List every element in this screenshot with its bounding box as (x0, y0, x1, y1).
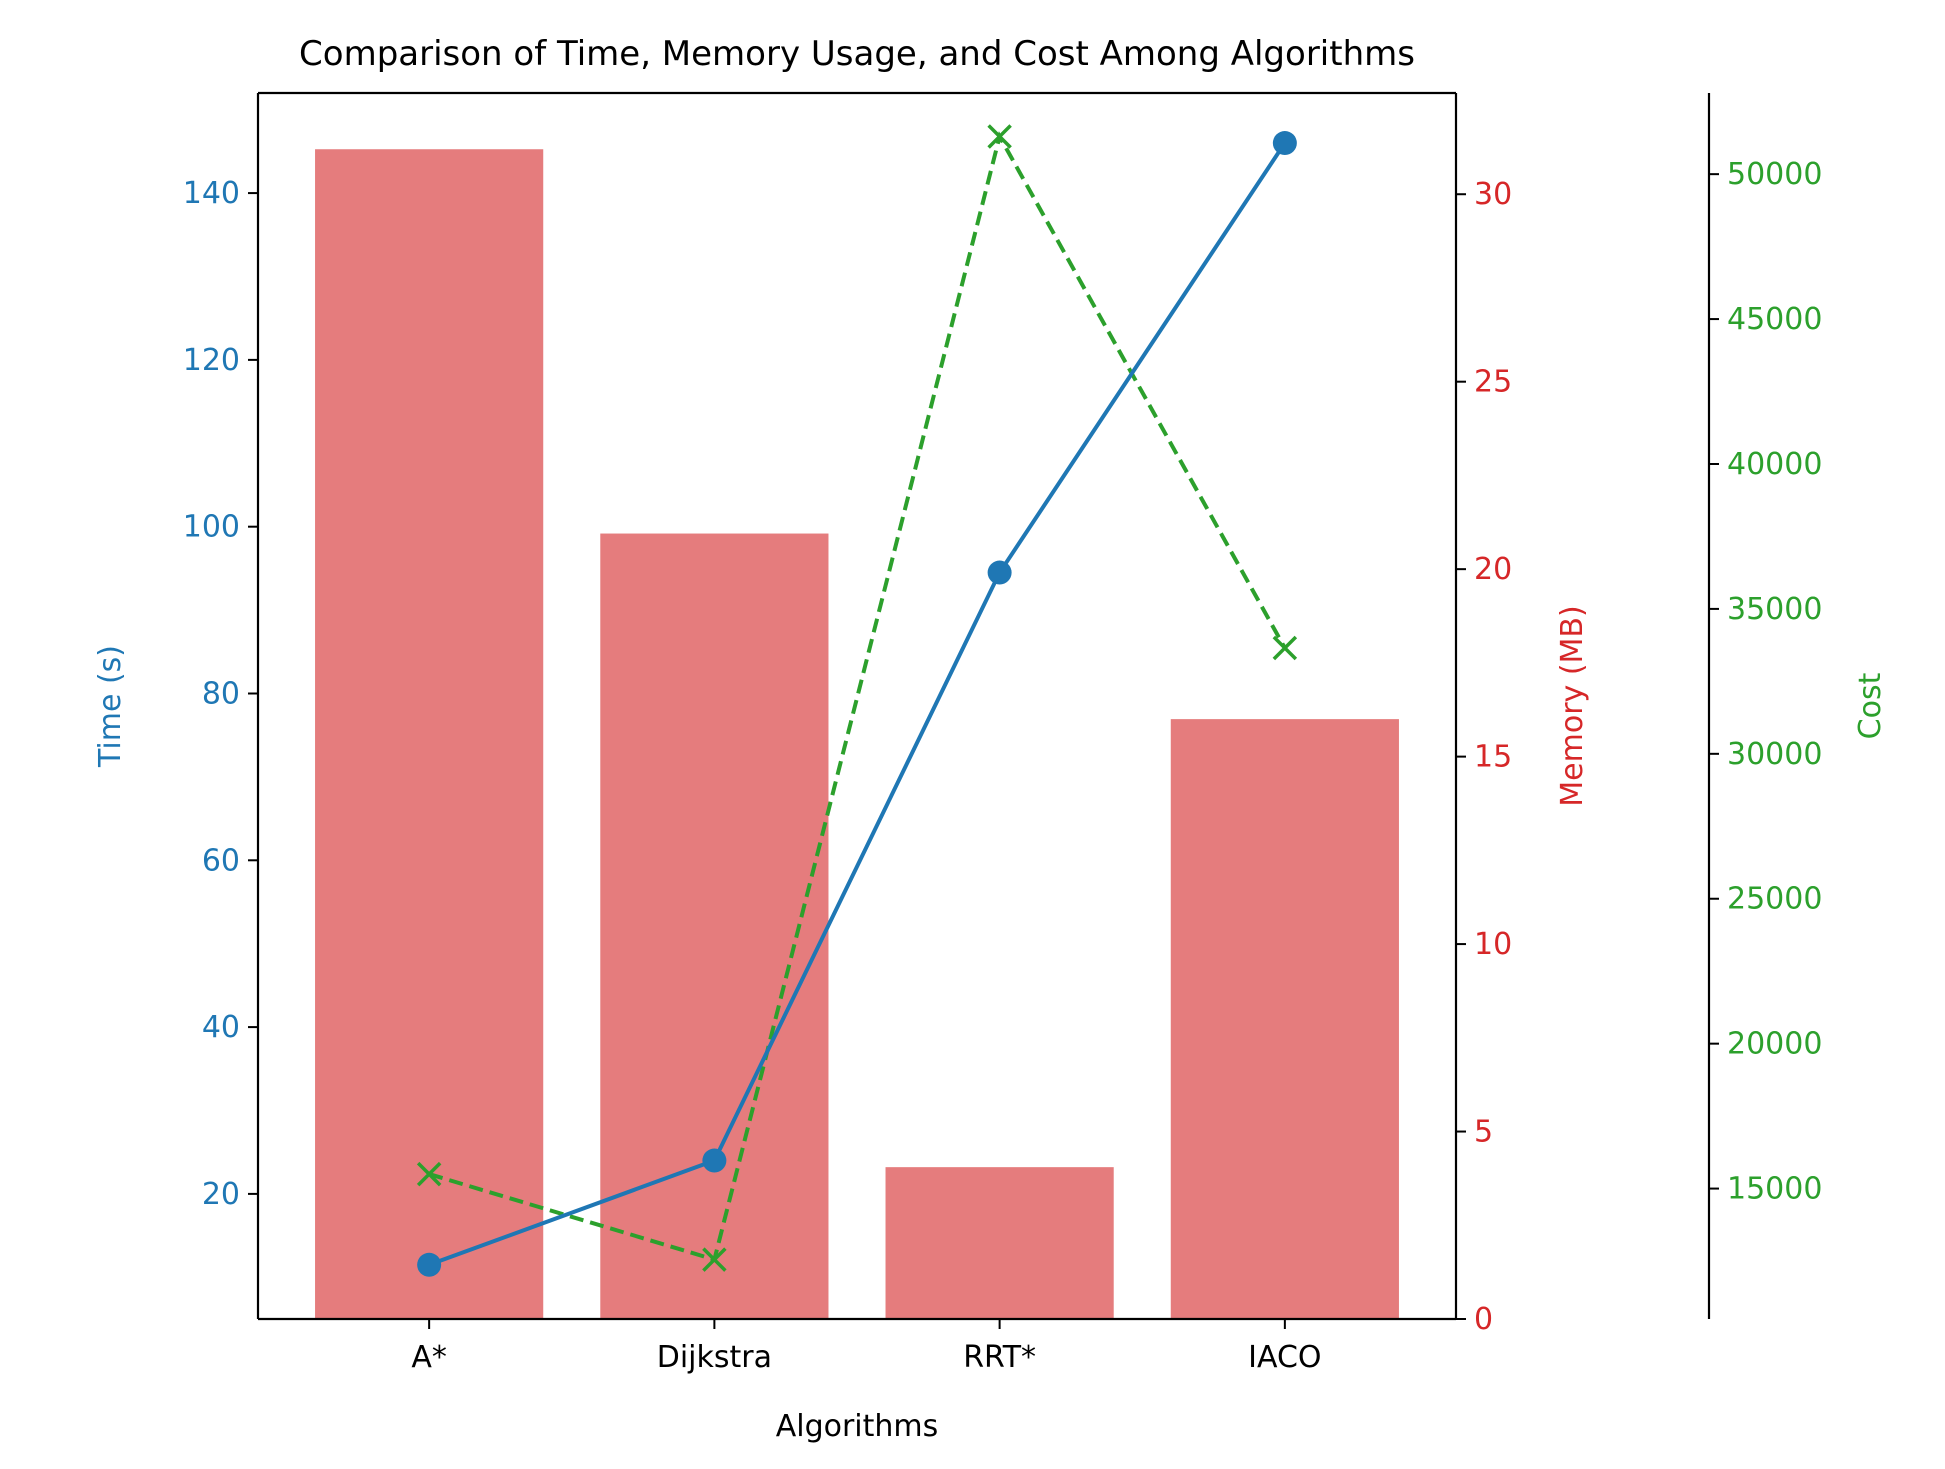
cost-tick-label-3: 30000 (1727, 737, 1822, 772)
memory-tick-label-6: 30 (1474, 177, 1512, 212)
time-tick-label-3: 80 (202, 676, 240, 711)
cost-series-line (428, 131, 1287, 1263)
time-tick-label-2: 60 (202, 843, 240, 878)
time-tick-label-5: 120 (183, 343, 240, 378)
cost-point-2 (987, 124, 1012, 149)
memory-bar-2 (885, 1167, 1114, 1319)
cost-tick-label-2: 25000 (1727, 882, 1822, 917)
cost-tick-label-1: 20000 (1727, 1027, 1822, 1062)
time-point-2 (987, 560, 1012, 585)
cost-point-1 (702, 1247, 727, 1272)
cost-axis-label: Cost (1853, 672, 1888, 739)
time-tick-label-0: 20 (202, 1177, 240, 1212)
time-series-line (428, 141, 1287, 1267)
cost-point-0 (416, 1161, 442, 1187)
cost-tick-label-7: 50000 (1727, 157, 1822, 192)
memory-bar-3 (1170, 719, 1399, 1319)
x-axis-label: Algorithms (776, 1409, 939, 1444)
memory-tick-label-3: 15 (1474, 740, 1512, 775)
x-tick-label-2: RRT* (963, 1340, 1036, 1375)
time-point-0 (417, 1252, 442, 1277)
cost-point-3 (1272, 635, 1298, 661)
time-point-3 (1272, 131, 1297, 156)
time-tick-label-4: 100 (183, 510, 240, 545)
memory-tick-label-5: 25 (1474, 365, 1512, 400)
chart-title: Comparison of Time, Memory Usage, and Co… (299, 34, 1415, 74)
x-tick-label-3: IACO (1248, 1340, 1321, 1375)
memory-tick-label-2: 10 (1474, 927, 1512, 962)
time-point-1 (702, 1148, 727, 1173)
memory-axis-label: Memory (MB) (1555, 605, 1590, 806)
x-tick-label-0: A* (411, 1340, 447, 1375)
time-tick-label-1: 40 (202, 1010, 240, 1045)
memory-bar-1 (600, 533, 829, 1319)
cost-tick-label-4: 35000 (1727, 592, 1822, 627)
time-axis-label: Time (s) (93, 645, 128, 768)
cost-tick-label-6: 45000 (1727, 302, 1822, 337)
memory-bar-0 (315, 149, 544, 1319)
memory-tick-label-1: 5 (1474, 1115, 1493, 1150)
memory-tick-label-0: 0 (1474, 1302, 1493, 1337)
x-tick-label-1: Dijkstra (657, 1340, 772, 1375)
cost-tick-label-0: 15000 (1727, 1172, 1822, 1207)
time-tick-label-6: 140 (183, 176, 240, 211)
cost-tick-label-5: 40000 (1727, 447, 1822, 482)
memory-tick-label-4: 20 (1474, 552, 1512, 587)
